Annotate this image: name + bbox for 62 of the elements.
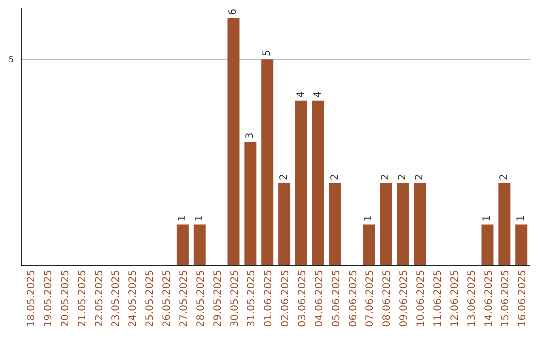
x-tick-label: 20.05.2025 [60,270,72,328]
x-tick-label: 29.05.2025 [212,270,224,328]
x-tick-label: 07.06.2025 [365,270,376,328]
x-tick-label: 06.06.2025 [348,270,360,328]
bar [380,183,392,266]
x-tick-label: 02.06.2025 [280,270,292,328]
x-tick-label: 14.06.2025 [484,270,495,328]
x-tick-label: 21.05.2025 [77,270,88,328]
x-tick-label: 16.06.2025 [518,270,529,328]
bar [363,224,376,266]
bar [194,224,206,266]
data-label: 1 [194,215,206,222]
data-label: 2 [330,174,341,180]
bar [176,224,189,266]
data-label: 2 [380,174,392,180]
bar [397,183,410,266]
bar [482,224,494,266]
x-tick-label: 18.05.2025 [26,270,38,328]
x-tick-label: 15.06.2025 [500,270,512,328]
data-label: 2 [398,174,409,180]
x-tick-label: 22.05.2025 [94,270,106,328]
x-tick-label: 01.06.2025 [264,270,275,328]
x-tick-label: 11.06.2025 [432,270,444,328]
bar [414,183,426,266]
bar [262,60,274,266]
x-tick-label: 10.06.2025 [416,270,428,328]
x-tick-label: 25.05.2025 [145,270,156,328]
data-label: 1 [177,215,188,222]
x-tick-label: 13.06.2025 [466,270,478,328]
bar [278,183,291,266]
x-tick-label: 23.05.2025 [111,270,122,328]
x-tick-label: 27.05.2025 [178,270,190,328]
data-label: 1 [482,215,494,222]
x-tick-label: 12.06.2025 [450,270,461,328]
data-label: 1 [516,215,528,222]
data-label: 2 [414,174,426,180]
x-tick-label: 26.05.2025 [162,270,174,328]
x-tick-label: 08.06.2025 [382,270,394,328]
x-tick-label: 09.06.2025 [399,270,410,328]
bar [228,18,240,266]
data-label: 6 [228,8,240,16]
data-label: 2 [499,174,510,180]
bar [312,100,324,266]
x-tick-label: 24.05.2025 [128,270,140,328]
data-label: 1 [364,215,375,222]
x-tick-label: 03.06.2025 [298,270,308,328]
bar [295,100,308,266]
bar [516,224,528,266]
data-label: 4 [312,92,324,98]
bar [329,183,342,266]
data-label: 2 [279,174,290,180]
data-label: 4 [296,92,307,98]
x-tick-label: 30.05.2025 [230,270,241,328]
bar [498,183,511,266]
x-tick-label: 28.05.2025 [196,270,207,328]
data-label: 3 [245,132,256,140]
x-tick-label: 04.06.2025 [314,270,326,328]
x-tick-label: 19.05.2025 [44,270,54,328]
data-label: 5 [262,50,274,57]
x-tick-label: 05.06.2025 [331,270,342,328]
bar [244,142,257,266]
x-tick-label: 31.05.2025 [246,270,258,328]
